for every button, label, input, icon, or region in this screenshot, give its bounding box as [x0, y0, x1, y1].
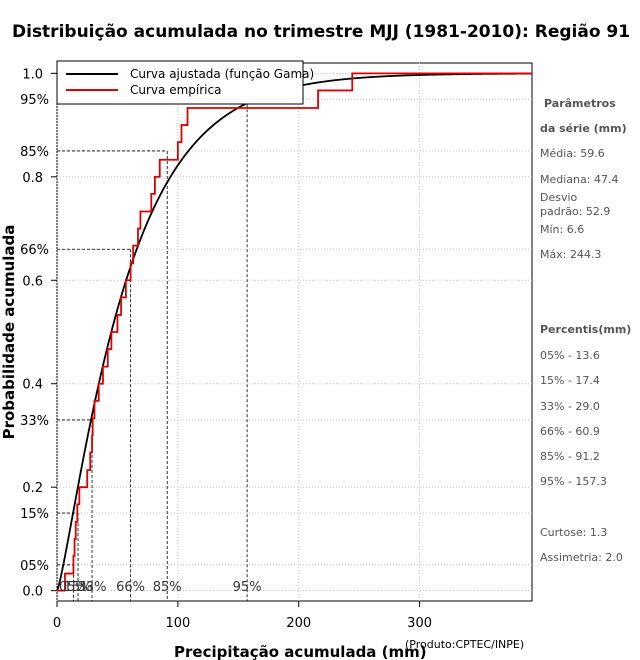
legend-label-empirical: Curva empírica	[130, 83, 221, 97]
percentile-labels: 05%05%15%15%33%33%66%66%85%85%95%95%	[20, 93, 261, 595]
product-credit: (Produto:CPTEC/INPE)	[405, 638, 524, 651]
y-tick-label: 0.8	[22, 171, 43, 186]
y-tick-label: 0.0	[22, 585, 43, 600]
percentil-15: 15% - 17.4	[540, 374, 600, 387]
x-percentile-label: 66%	[116, 580, 145, 595]
x-tick-label: 100	[165, 616, 190, 631]
x-percentile-label: 33%	[78, 580, 107, 595]
percentile-guides	[57, 98, 248, 601]
x-tick-label: 200	[286, 616, 311, 631]
y-tick-label: 1.0	[22, 67, 43, 82]
x-percentile-label: 95%	[233, 580, 262, 595]
y-percentile-label: 66%	[20, 243, 49, 258]
y-axis-title: Probabilidade acumulada	[0, 225, 18, 440]
side-panel: Parâmetros da série (mm) Média: 59.6 Med…	[540, 97, 631, 564]
y-percentile-label: 85%	[20, 145, 49, 160]
params-heading-1: Parâmetros	[544, 97, 616, 110]
y-percentile-label: 33%	[20, 414, 49, 429]
percentil-66: 66% - 60.9	[540, 425, 600, 438]
stat-desvio-1: Desvio	[540, 191, 578, 204]
y-tick-label: 0.6	[22, 274, 43, 289]
y-percentile-label: 95%	[20, 93, 49, 108]
percentil-85: 85% - 91.2	[540, 450, 600, 463]
stat-assimetria: Assimetria: 2.0	[540, 551, 623, 564]
grid	[56, 63, 532, 601]
x-tick-label: 300	[407, 616, 432, 631]
percentil-33: 33% - 29.0	[540, 400, 600, 413]
percentil-05: 05% - 13.6	[540, 349, 600, 362]
stat-min: Mín: 6.6	[540, 223, 584, 236]
x-percentile-label: 05%	[59, 580, 88, 595]
legend: Curva ajustada (função Gama) Curva empír…	[56, 60, 314, 105]
x-percentile-label: 85%	[153, 580, 182, 595]
series-empirical-step	[57, 72, 533, 592]
chart-title: Distribuição acumulada no trimestre MJJ …	[12, 22, 630, 42]
y-axis: 0.0 0.2 0.4 0.6 0.8 1.0	[22, 67, 57, 600]
stat-media: Média: 59.6	[540, 147, 605, 160]
params-heading-2: da série (mm)	[540, 122, 627, 135]
x-axis-title: Precipitação acumulada (mm)	[174, 643, 427, 660]
stat-max: Máx: 244.3	[540, 248, 601, 261]
stat-desvio-2: padrão: 52.9	[540, 205, 610, 218]
y-percentile-label: 05%	[20, 559, 49, 574]
x-percentile-label: 15%	[64, 580, 93, 595]
stat-curtose: Curtose: 1.3	[540, 526, 607, 539]
y-percentile-label: 15%	[20, 507, 49, 522]
plot-frame	[56, 62, 533, 602]
legend-box	[56, 60, 304, 105]
stat-mediana: Mediana: 47.4	[540, 173, 618, 186]
x-tick-label: 0	[53, 616, 61, 631]
x-axis: 0 100 200 300	[53, 601, 432, 631]
percentil-95: 95% - 157.3	[540, 475, 607, 488]
y-tick-label: 0.4	[22, 378, 43, 393]
legend-label-gamma: Curva ajustada (função Gama)	[130, 67, 314, 81]
percentis-heading: Percentis(mm)	[540, 323, 631, 336]
y-tick-label: 0.2	[22, 481, 43, 496]
